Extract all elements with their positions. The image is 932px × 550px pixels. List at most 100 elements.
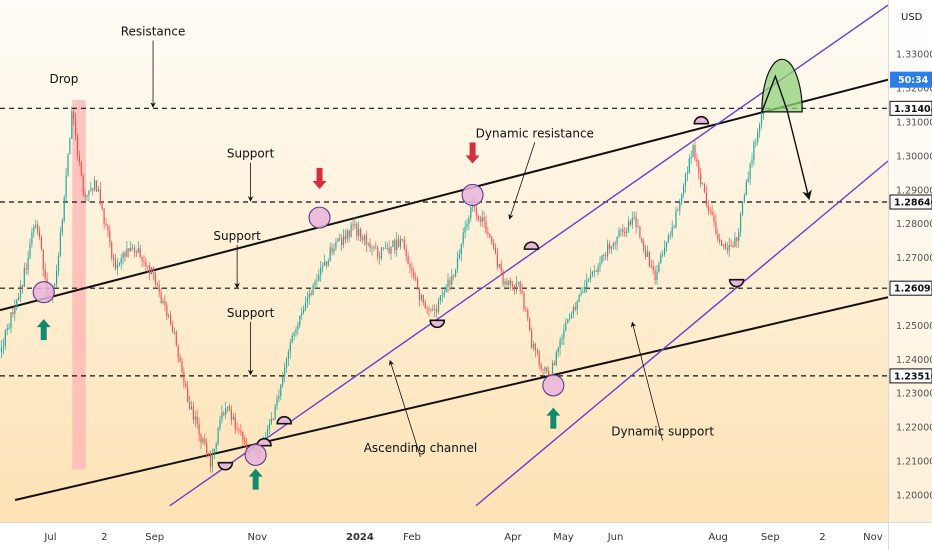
candle-body xyxy=(525,309,527,311)
time-tick-label: Sep xyxy=(145,532,164,543)
candle-body xyxy=(130,247,132,252)
candle-body xyxy=(2,345,4,348)
candle-body xyxy=(506,281,508,285)
reaction-mark xyxy=(728,278,745,288)
candle-body xyxy=(228,406,231,411)
price-tick-label: 1.21000 xyxy=(896,456,932,467)
candle-body xyxy=(401,239,403,241)
candle-body xyxy=(745,181,747,196)
candle-body xyxy=(726,248,728,251)
candle-body xyxy=(382,247,384,249)
candle-body xyxy=(629,221,631,225)
candle-body xyxy=(521,290,523,293)
candle-body xyxy=(4,330,6,346)
candle-body xyxy=(173,332,175,333)
candle-body xyxy=(76,135,79,156)
candle-body xyxy=(377,247,379,257)
candle-body xyxy=(120,258,122,264)
candle-body xyxy=(417,279,419,290)
candle-body xyxy=(225,408,227,415)
candle-body xyxy=(124,252,126,257)
candle-body xyxy=(477,215,479,219)
annotation-label: Support xyxy=(227,306,275,320)
candle-body xyxy=(111,242,113,258)
candle-body xyxy=(589,274,592,280)
candle-body xyxy=(591,271,593,275)
arrow-down-icon xyxy=(465,142,480,164)
candle-body xyxy=(734,237,736,248)
candle-body xyxy=(705,192,707,206)
candle-body xyxy=(369,243,371,249)
candle-body xyxy=(18,296,20,301)
annotations: Resistance Drop Support Support Support Dynam… xyxy=(49,25,714,457)
candle-body xyxy=(287,351,289,359)
candle-body xyxy=(38,230,41,238)
candle-body xyxy=(232,416,234,420)
candle-body xyxy=(599,262,601,267)
candle-body xyxy=(405,248,407,256)
touch-circle xyxy=(32,281,55,304)
candle-body xyxy=(479,218,481,222)
candle-body xyxy=(179,357,181,362)
candle-body xyxy=(301,312,303,316)
candle-body xyxy=(538,351,540,365)
reaction-mark xyxy=(523,241,540,250)
candle-body xyxy=(569,318,571,320)
reaction-mark xyxy=(217,461,234,471)
candle-body xyxy=(696,159,698,162)
candle-body xyxy=(25,268,27,270)
time-axis[interactable]: Jul 2 Sep Nov 2024 Feb Apr May Jun Aug Sep 2 Nov xyxy=(43,532,882,543)
candle-body xyxy=(639,226,641,238)
candle-body xyxy=(342,236,345,246)
candle-body xyxy=(198,423,200,435)
candle-body xyxy=(379,256,381,259)
candle-body xyxy=(755,141,757,143)
candle-body xyxy=(439,296,441,301)
annotation-label: Drop xyxy=(49,72,78,86)
price-tag-label: 1.28640 xyxy=(894,198,932,209)
candle-body xyxy=(656,272,658,280)
candle-body xyxy=(578,294,580,302)
candle-body xyxy=(494,247,497,254)
price-tag-label: 1.26098 xyxy=(894,284,932,295)
candle-body xyxy=(424,302,426,309)
candle-body xyxy=(652,266,654,271)
candle-body xyxy=(432,308,434,310)
candle-body xyxy=(103,208,105,224)
candle-body xyxy=(101,204,103,209)
candle-body xyxy=(616,236,618,244)
candle-body xyxy=(312,285,314,296)
touch-circle xyxy=(244,443,267,466)
candle-body xyxy=(449,279,451,285)
price-tag-box xyxy=(889,100,932,116)
candle-body xyxy=(92,188,94,191)
time-tick-label: May xyxy=(553,532,574,543)
candle-body xyxy=(534,344,536,351)
candle-body xyxy=(709,210,711,212)
candle-body xyxy=(453,275,455,277)
candle-body xyxy=(715,222,717,235)
candle-body xyxy=(272,418,274,420)
price-tick-label: 1.24000 xyxy=(896,355,932,366)
price-tick-label: 1.32000 xyxy=(896,84,932,95)
candle-body xyxy=(563,330,565,339)
plot-background xyxy=(0,0,888,522)
candle-body xyxy=(719,239,721,242)
candle-body xyxy=(415,277,417,280)
candle-body xyxy=(610,245,612,250)
candle-body xyxy=(565,323,567,331)
candle-body xyxy=(202,438,204,443)
candle-body xyxy=(132,247,134,249)
candle-body xyxy=(548,371,550,377)
candle-body xyxy=(12,312,14,315)
touch-circle xyxy=(461,183,484,206)
candle-body xyxy=(572,307,574,314)
candle-body xyxy=(360,229,362,239)
currency-label[interactable]: USD xyxy=(901,12,923,23)
price-axis[interactable]: 1.33000 1.32000 1.31000 1.30000 1.29000 1.280… xyxy=(889,50,932,502)
time-tick-label: Sep xyxy=(761,532,780,543)
candle-body xyxy=(211,452,213,467)
candle-body xyxy=(392,240,394,247)
candle-body xyxy=(8,327,10,329)
